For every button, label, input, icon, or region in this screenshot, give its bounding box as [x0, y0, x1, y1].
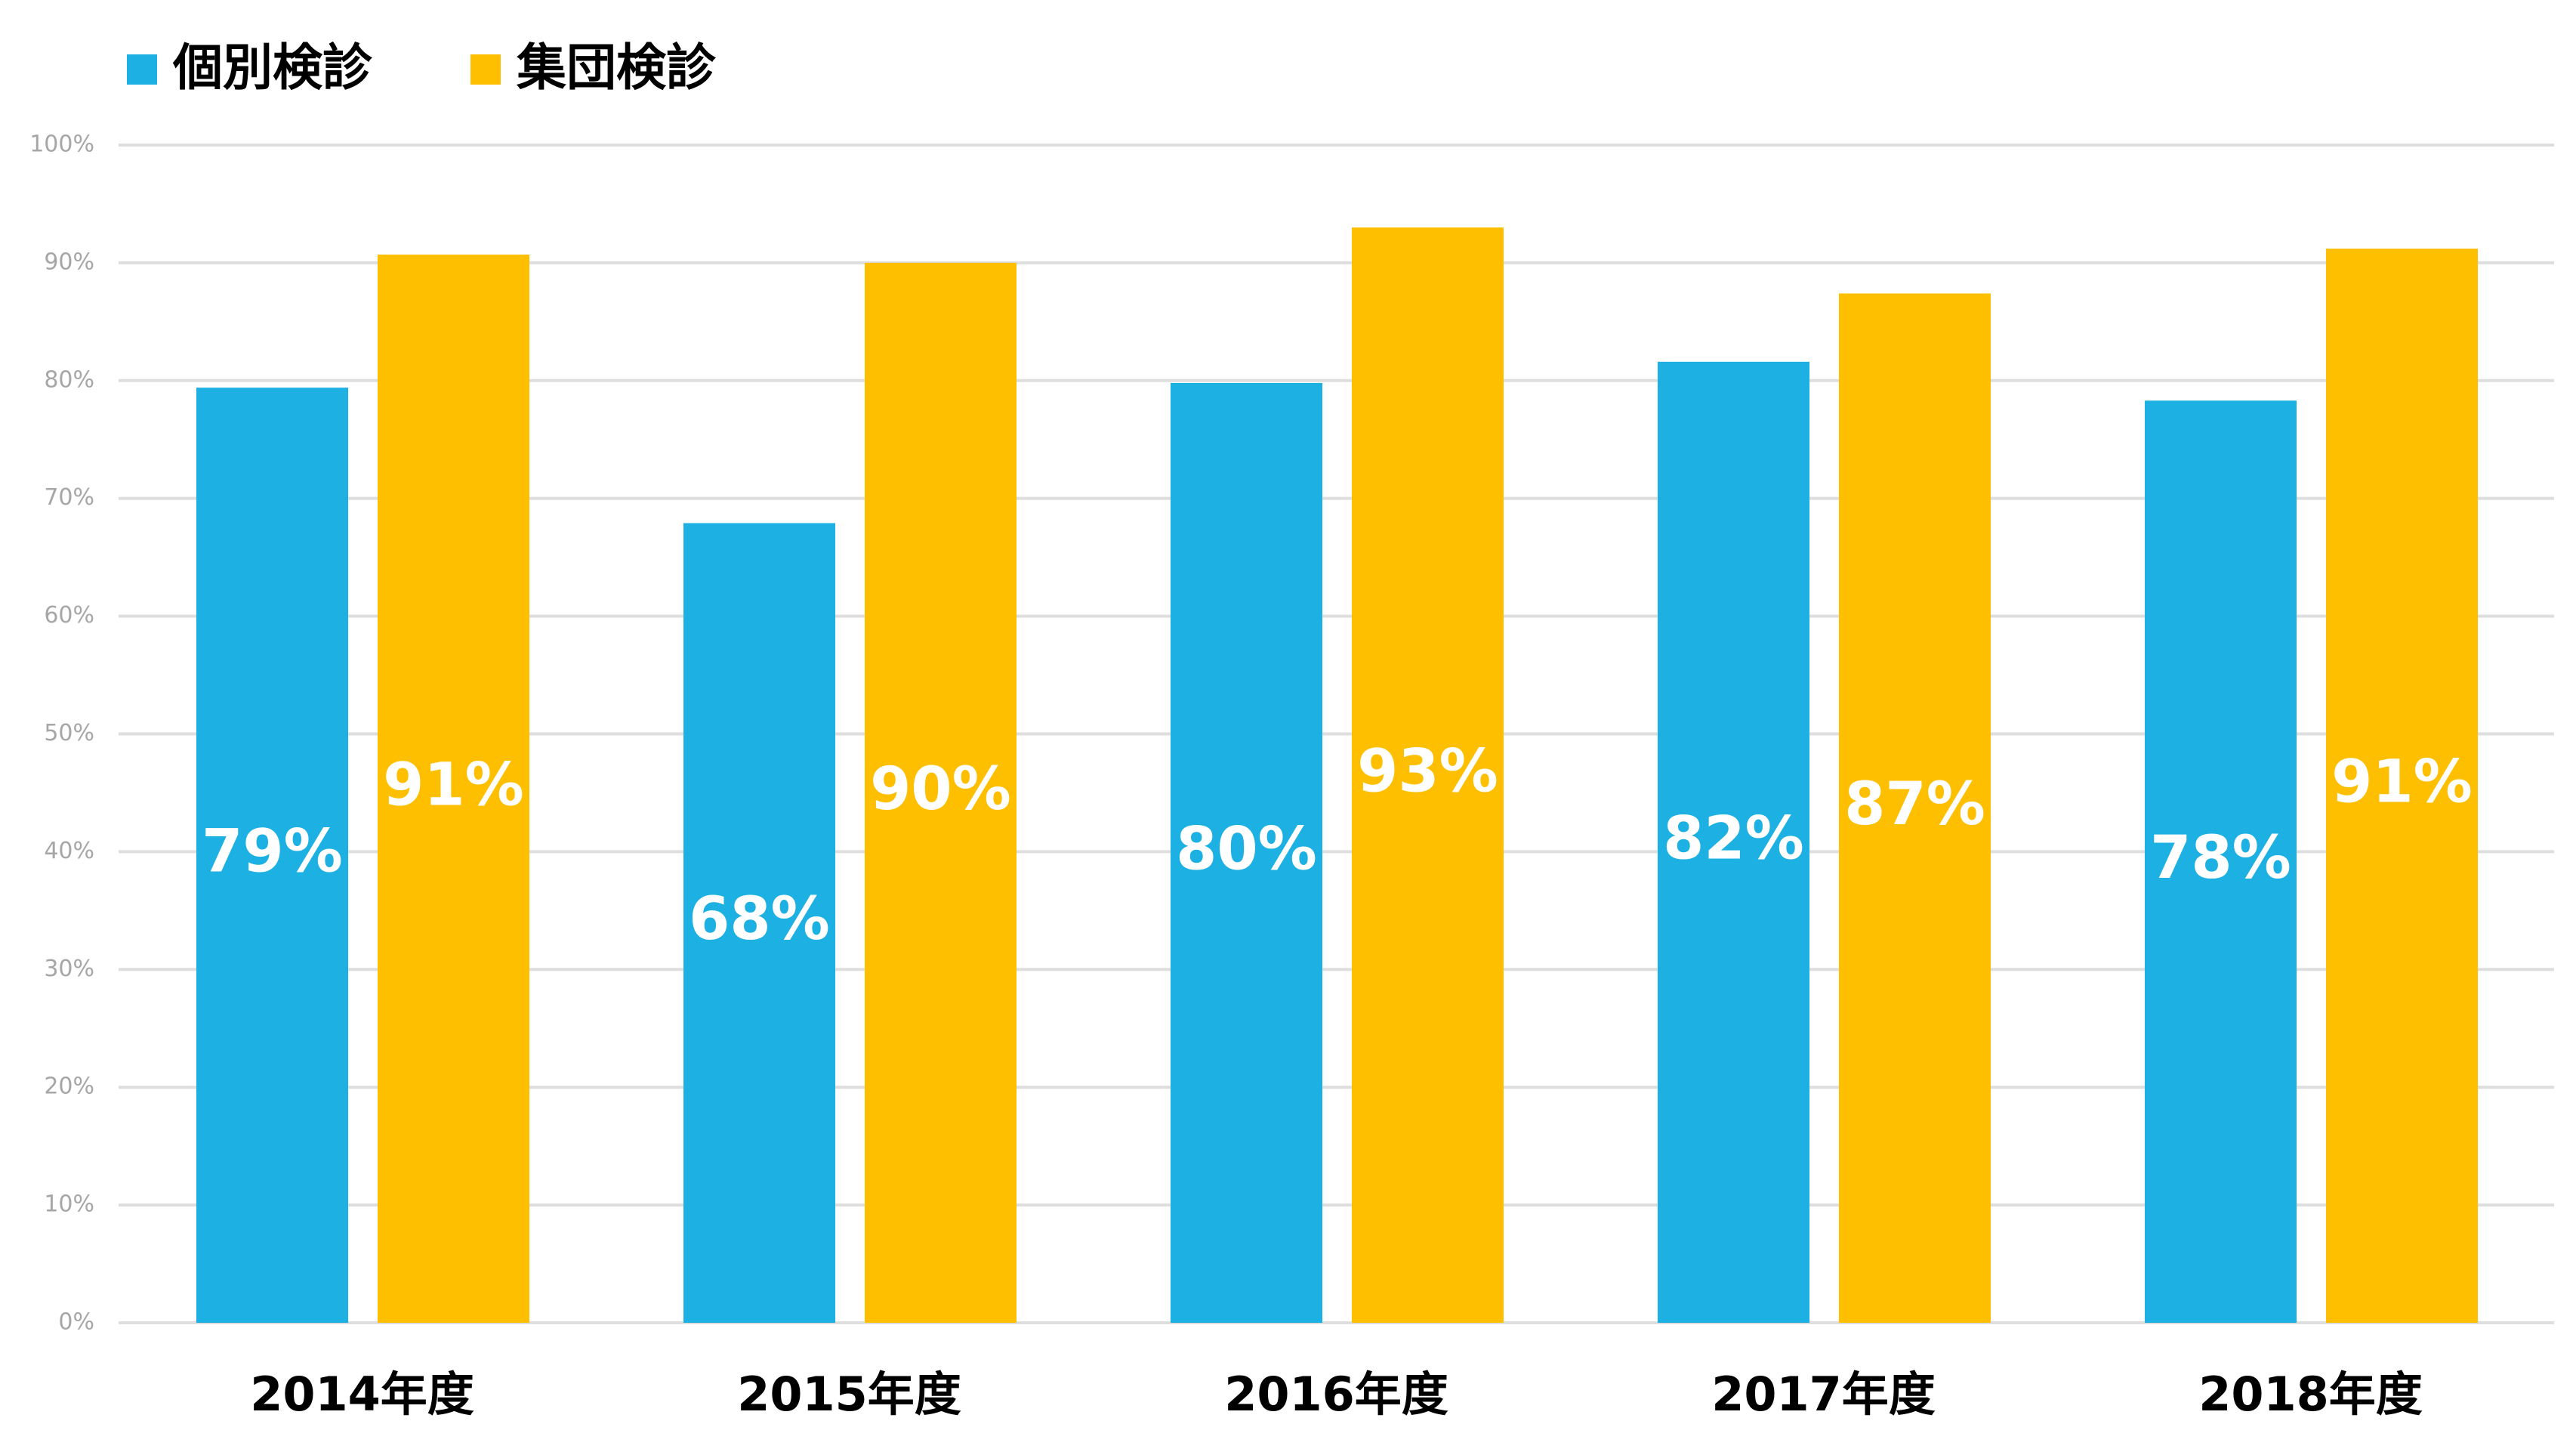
data-label: 79%: [202, 818, 343, 886]
data-label: 91%: [2331, 749, 2473, 817]
y-tick-label: 60%: [44, 602, 94, 629]
data-label: 93%: [1357, 738, 1498, 806]
y-tick-label: 70%: [44, 484, 94, 511]
bar: [2326, 249, 2478, 1323]
y-tick-label: 0%: [58, 1309, 94, 1336]
legend-swatch: [127, 54, 157, 85]
bar: [2145, 400, 2297, 1323]
bar: [865, 262, 1017, 1323]
y-tick-label: 50%: [44, 720, 94, 746]
y-tick-label: 20%: [44, 1073, 94, 1100]
data-label: 82%: [1663, 805, 1804, 873]
y-tick-label: 100%: [29, 131, 94, 158]
bar: [1839, 293, 1991, 1324]
data-label: 87%: [1844, 771, 1985, 839]
data-label: 68%: [689, 885, 830, 953]
data-label: 91%: [383, 751, 524, 819]
x-tick-label: 2015年度: [737, 1367, 961, 1422]
bar: [1658, 361, 1809, 1324]
x-tick-label: 2017年度: [1711, 1367, 1936, 1422]
y-tick-label: 10%: [44, 1191, 94, 1218]
bar: [196, 388, 348, 1323]
bar: [683, 523, 835, 1324]
data-label: 80%: [1176, 815, 1317, 883]
legend-label: 集団検診: [516, 39, 717, 97]
x-tick-label: 2018年度: [2198, 1367, 2423, 1422]
bar: [1352, 227, 1504, 1323]
y-tick-label: 90%: [44, 249, 94, 275]
legend-label: 個別検診: [172, 39, 373, 97]
data-label: 78%: [2150, 824, 2291, 892]
x-tick-label: 2014年度: [250, 1367, 474, 1422]
legend-swatch: [470, 54, 501, 85]
y-tick-label: 30%: [44, 956, 94, 982]
bar: [378, 254, 529, 1323]
y-tick-label: 40%: [44, 838, 94, 864]
bar: [1171, 382, 1322, 1324]
data-label: 90%: [870, 755, 1011, 823]
y-tick-label: 80%: [44, 366, 94, 393]
x-tick-label: 2016年度: [1224, 1367, 1448, 1422]
